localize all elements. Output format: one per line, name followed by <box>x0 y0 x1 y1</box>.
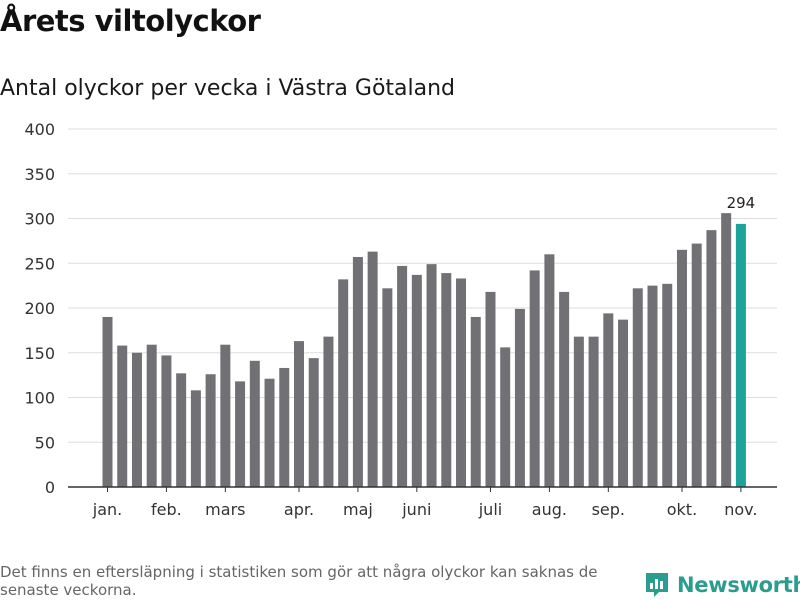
x-tick-label: mars <box>205 500 245 519</box>
x-tick-label: nov. <box>724 500 757 519</box>
y-tick-label: 0 <box>45 478 55 497</box>
bar <box>117 345 128 487</box>
bar <box>529 270 540 487</box>
x-tick-label: aug. <box>532 500 567 519</box>
bar <box>721 213 732 487</box>
bar <box>647 285 658 487</box>
y-tick-label: 100 <box>24 389 55 408</box>
y-tick-label: 150 <box>24 344 55 363</box>
bar <box>691 243 702 487</box>
bar <box>632 288 643 487</box>
bar <box>308 358 319 487</box>
bar <box>249 360 260 487</box>
footnote: Det finns en eftersläpning i statistiken… <box>0 563 598 599</box>
bar <box>397 265 408 487</box>
bar <box>220 344 231 487</box>
y-tick-label: 300 <box>24 210 55 229</box>
bar <box>559 291 570 487</box>
bar <box>603 313 614 487</box>
bar <box>706 230 717 487</box>
bar <box>426 264 437 487</box>
bar <box>514 308 525 487</box>
x-tick-label: juli <box>478 500 502 519</box>
bar <box>662 283 673 487</box>
data-label: 294 <box>727 194 756 212</box>
x-tick-label: juni <box>401 500 431 519</box>
bar <box>470 316 481 487</box>
y-tick-label: 50 <box>35 433 55 452</box>
bar <box>441 273 452 487</box>
bar <box>279 367 290 487</box>
bar <box>146 344 157 487</box>
bar <box>382 288 393 487</box>
bar <box>544 254 555 487</box>
bar <box>176 373 187 487</box>
x-tick-label: feb. <box>151 500 182 519</box>
x-tick-label: maj <box>343 500 373 519</box>
bar <box>588 336 599 487</box>
bar-chart-logo-icon <box>646 573 668 597</box>
bar <box>456 278 467 487</box>
bar <box>618 319 629 487</box>
y-tick-label: 400 <box>24 120 55 139</box>
bar <box>161 355 172 487</box>
bar-chart: 0 50 100 150 200 250 300 350 400 294 jan. feb. mars a… <box>24 120 777 519</box>
bar <box>293 341 304 487</box>
bar <box>205 374 216 487</box>
y-tick-label: 350 <box>24 165 55 184</box>
bar <box>190 390 201 487</box>
bar <box>102 316 113 487</box>
bar <box>338 279 349 487</box>
bar <box>367 251 378 487</box>
bar <box>323 336 334 487</box>
bar <box>352 256 363 487</box>
bar-highlight <box>735 223 746 487</box>
bar <box>573 336 584 487</box>
x-tick-label: jan. <box>92 500 122 519</box>
bar <box>485 291 496 487</box>
x-tick-label: okt. <box>667 500 697 519</box>
bar <box>500 347 511 487</box>
bar <box>264 378 275 487</box>
chart-subtitle: Antal olyckor per vecka i Västra Götalan… <box>0 76 456 101</box>
x-tick-label: sep. <box>592 500 625 519</box>
bar <box>131 352 142 487</box>
bar <box>411 274 422 487</box>
x-tick-label: apr. <box>284 500 314 519</box>
brand-logo[interactable]: Newsworthy <box>644 570 800 600</box>
bar <box>676 249 687 487</box>
y-tick-label: 250 <box>24 254 55 273</box>
chart-title: Årets viltolyckor <box>0 4 261 38</box>
brand-name: Newsworthy <box>677 573 800 597</box>
bar <box>235 381 246 487</box>
y-tick-label: 200 <box>24 299 55 318</box>
